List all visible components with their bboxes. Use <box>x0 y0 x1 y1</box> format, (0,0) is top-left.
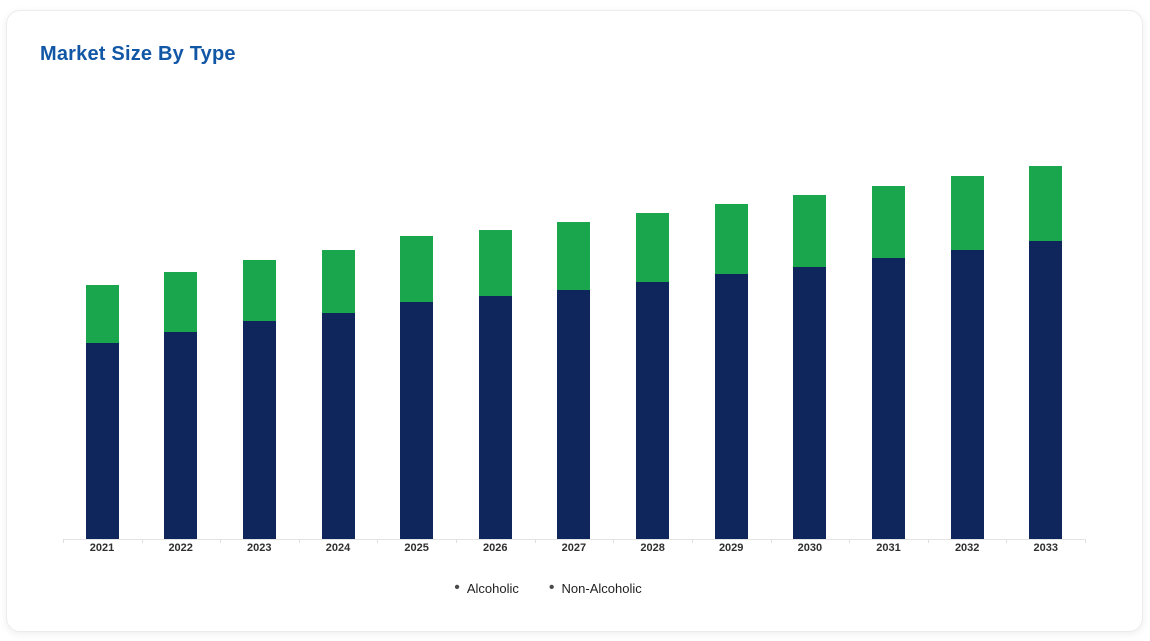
legend-bullet-icon: • <box>548 579 555 596</box>
bar-segment-alcoholic[interactable] <box>478 296 512 539</box>
bar-2029[interactable] <box>714 204 748 539</box>
bar-2030[interactable] <box>793 195 827 539</box>
bar-segment-alcoholic[interactable] <box>321 313 355 539</box>
bar-2031[interactable] <box>872 186 905 539</box>
bar-2026[interactable] <box>478 230 512 539</box>
bar-2022[interactable] <box>164 272 198 539</box>
bar-segment-non-alcoholic[interactable] <box>164 272 198 332</box>
bar-segment-alcoholic[interactable] <box>242 321 276 539</box>
bar-segment-non-alcoholic[interactable] <box>242 260 276 321</box>
bar-2032[interactable] <box>950 176 984 539</box>
bar-segment-non-alcoholic[interactable] <box>636 213 670 282</box>
chart-legend: • Alcoholic • Non-Alcoholic <box>0 579 1123 597</box>
bar-segment-non-alcoholic[interactable] <box>400 236 434 302</box>
bar-2025[interactable] <box>400 236 434 539</box>
legend-item-alcoholic[interactable]: • Alcoholic <box>454 579 519 597</box>
bar-segment-alcoholic[interactable] <box>793 267 827 539</box>
bar-2021[interactable] <box>85 285 119 539</box>
chart-title: Market Size By Type <box>40 43 236 65</box>
bar-segment-alcoholic[interactable] <box>714 274 748 539</box>
bar-segment-alcoholic[interactable] <box>1029 241 1063 539</box>
bar-segment-alcoholic[interactable] <box>950 250 984 539</box>
bar-2028[interactable] <box>636 213 670 539</box>
legend-item-non-alcoholic[interactable]: • Non-Alcoholic <box>548 579 642 597</box>
bar-2024[interactable] <box>321 250 355 539</box>
bar-segment-non-alcoholic[interactable] <box>714 204 748 274</box>
bar-segment-alcoholic[interactable] <box>400 302 434 539</box>
bar-segment-alcoholic[interactable] <box>557 290 591 539</box>
bar-segment-non-alcoholic[interactable] <box>557 222 591 290</box>
bar-2033[interactable] <box>1029 166 1063 539</box>
bar-segment-alcoholic[interactable] <box>872 258 905 539</box>
legend-item-label: Non-Alcoholic <box>561 581 642 596</box>
bar-segment-alcoholic[interactable] <box>164 332 198 539</box>
bar-segment-non-alcoholic[interactable] <box>872 186 905 258</box>
bar-segment-non-alcoholic[interactable] <box>478 230 512 296</box>
bar-segment-non-alcoholic[interactable] <box>1029 166 1063 241</box>
bar-2023[interactable] <box>242 260 276 539</box>
legend-bullet-icon: • <box>454 579 460 596</box>
bar-2027[interactable] <box>557 222 591 539</box>
bar-segment-alcoholic[interactable] <box>636 282 670 539</box>
bar-segment-non-alcoholic[interactable] <box>793 195 827 267</box>
bar-segment-non-alcoholic[interactable] <box>321 250 355 313</box>
bar-segment-non-alcoholic[interactable] <box>950 176 984 250</box>
bar-segment-alcoholic[interactable] <box>85 343 119 539</box>
bar-segment-non-alcoholic[interactable] <box>85 285 119 343</box>
legend-item-label: Alcoholic <box>466 581 519 596</box>
